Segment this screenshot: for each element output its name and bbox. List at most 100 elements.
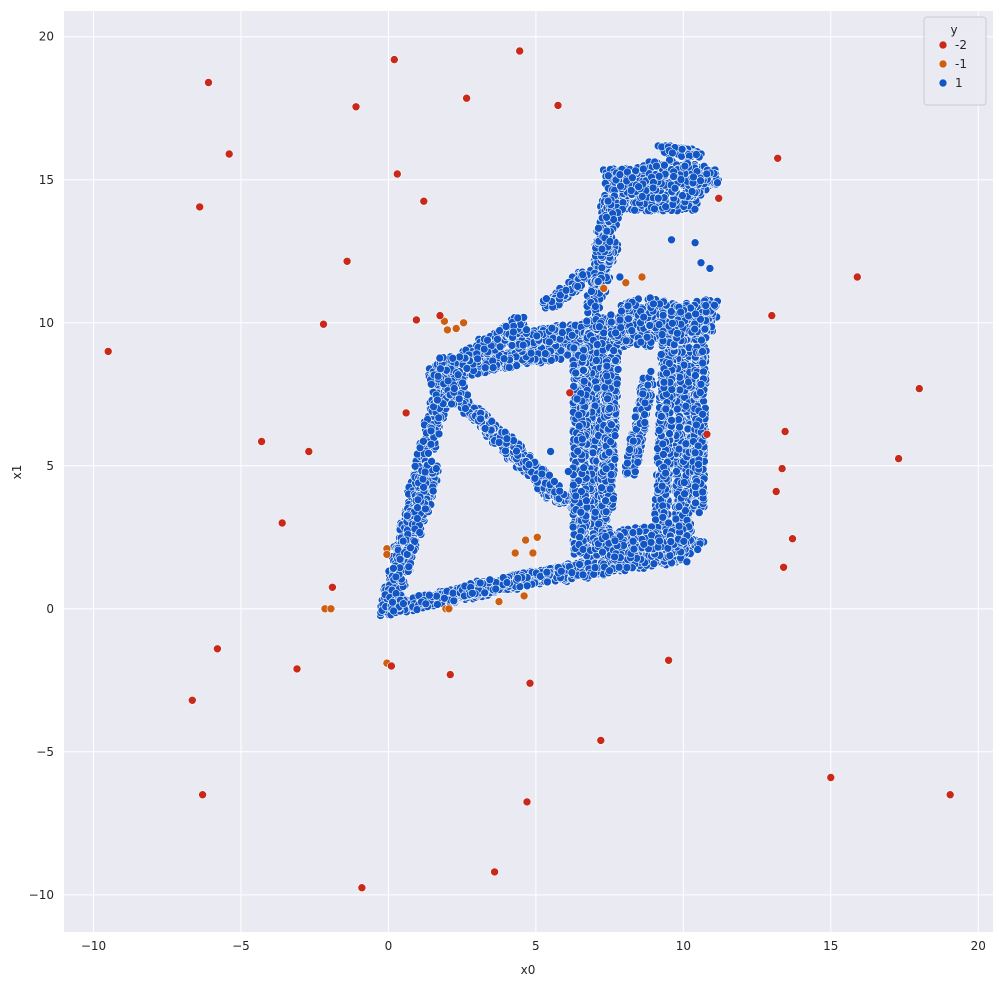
data-point-series-1 (542, 567, 552, 577)
data-point-series-1 (426, 439, 436, 449)
data-point-series-1 (421, 504, 430, 514)
data-point-series-1 (494, 438, 504, 447)
data-point-series-1 (493, 334, 502, 344)
data-point-series-1 (421, 599, 431, 609)
data-point-series-1 (413, 495, 423, 505)
data-point-series-1 (491, 584, 501, 594)
data-point-series-1 (513, 573, 523, 583)
data-point-series-1 (428, 486, 438, 496)
data-point-series-1 (402, 511, 412, 521)
data-point-series-1 (576, 507, 586, 517)
data-point-series-1 (588, 448, 598, 458)
data-point-series-1 (431, 464, 441, 473)
data-point-series-1 (419, 436, 428, 446)
data-point-series-1 (512, 446, 521, 456)
data-point-series-1 (573, 446, 583, 456)
data-point-series-1 (483, 335, 492, 345)
data-point-series-1 (572, 394, 582, 404)
data-point-series-1 (418, 474, 428, 484)
data-point-series-1 (406, 543, 415, 553)
data-point-series-1 (388, 597, 397, 607)
data-point-series-1 (410, 537, 419, 546)
data-point-series-1 (434, 429, 444, 439)
data-point-series-1 (578, 270, 588, 280)
data-point-series-1 (543, 577, 552, 587)
data-point-series-1 (512, 361, 521, 370)
data-point-series-1 (579, 376, 589, 386)
data-point-series-1 (433, 600, 442, 609)
data-point-series-1 (568, 522, 578, 532)
data-point-series-1 (507, 341, 517, 350)
data-point-series-1 (524, 460, 534, 469)
data-point-series-1 (480, 363, 490, 373)
data-point-series-1 (582, 316, 592, 326)
data-point-series-1 (513, 313, 523, 323)
data-point-series-1 (487, 417, 497, 426)
data-point-series-1 (557, 328, 567, 337)
data-point-series-1 (413, 503, 422, 512)
data-point-series-1 (504, 363, 514, 372)
data-point-series-1 (468, 588, 477, 598)
data-point-series-1 (404, 562, 414, 572)
data-point-series-1 (485, 575, 495, 585)
data-point-series-1 (480, 424, 490, 433)
data-point-series-1 (389, 606, 398, 616)
data-point-series-1 (592, 356, 601, 365)
data-point-series-1 (410, 461, 420, 471)
data-point-series-1 (488, 363, 498, 372)
data-point-series-1 (480, 588, 490, 598)
data-point-series-1 (479, 344, 489, 354)
data-point-series-1 (501, 446, 510, 456)
data-point-series-1 (592, 340, 602, 349)
data-point-series-1 (395, 554, 405, 564)
data-point-series-1 (579, 463, 589, 473)
data-point-series-1 (440, 593, 449, 603)
data-point-series-1 (701, 301, 711, 310)
data-point-series-1 (415, 528, 425, 537)
data-point-series-1 (547, 323, 557, 333)
data-point-series-1 (532, 331, 542, 341)
data-point-series-1 (434, 413, 444, 423)
data-point-series-1 (501, 322, 511, 331)
data-point-series-1 (571, 491, 581, 501)
data-point-series-1 (574, 410, 584, 420)
data-point-series-1 (710, 300, 719, 310)
data-point-series-1 (424, 590, 434, 600)
data-point-series-1 (582, 496, 591, 506)
data-point-series-1 (592, 383, 602, 393)
data-point-series-1 (398, 536, 408, 546)
data-point-series-1 (587, 287, 596, 296)
data-point-series-1 (426, 426, 436, 436)
data-point-series-1 (495, 342, 505, 352)
data-points (103, 46, 955, 893)
data-point-series-1 (593, 277, 603, 286)
data-point-series-1 (573, 282, 583, 291)
data-point-series-1 (502, 434, 512, 444)
data-point-series-1 (591, 302, 600, 311)
data-point-series-1 (575, 532, 584, 542)
data-point-series-1 (462, 364, 472, 373)
data-point-series-1 (693, 545, 703, 554)
data-point-series-1 (427, 457, 436, 466)
data-point-series-1 (389, 563, 398, 573)
data-point-series-1 (577, 434, 587, 444)
data-point-series-1 (542, 294, 551, 304)
data-point-series-1 (544, 337, 554, 347)
data-point-series-1 (475, 578, 485, 588)
data-point-series-1 (594, 322, 604, 332)
data-point-series-1 (518, 340, 528, 350)
data-point-series-1 (391, 572, 401, 582)
data-point-series-1 (522, 581, 532, 591)
data-point-series-1 (420, 467, 430, 477)
data-point-series-1 (399, 599, 408, 608)
data-point-series-1 (550, 477, 559, 486)
data-point-series-1 (432, 591, 441, 601)
data-point-series-1 (530, 473, 540, 483)
data-point-series-1 (540, 349, 550, 358)
data-point-series-1 (597, 263, 607, 273)
data-point-series-1 (569, 343, 579, 353)
data-point-series-1 (502, 578, 512, 587)
data-point-series-1 (419, 482, 428, 492)
data-point-series-1 (461, 404, 470, 413)
